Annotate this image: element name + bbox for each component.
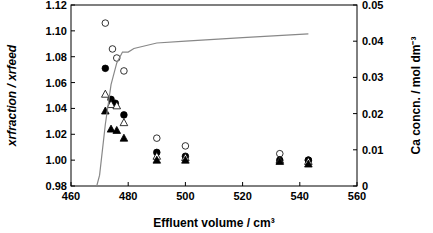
x-tick-label: 480 — [119, 190, 137, 202]
point — [276, 157, 283, 164]
y2-tick — [353, 149, 357, 150]
x-tick — [128, 182, 129, 186]
x-tick-label: 500 — [176, 190, 194, 202]
chart: 4604805005205405600.981.001.021.041.061.… — [0, 0, 433, 233]
point — [120, 134, 128, 141]
y-tick — [71, 82, 75, 83]
ca-line — [97, 34, 309, 186]
y2-tick-label: 0.03 — [362, 71, 383, 83]
point — [305, 160, 313, 167]
y-tick — [71, 30, 75, 31]
point — [182, 156, 190, 163]
point — [109, 46, 116, 53]
point — [120, 119, 128, 126]
point — [113, 102, 121, 109]
x-tick — [357, 182, 358, 186]
y-tick-label: 1.10 — [46, 25, 67, 37]
y2-tick-label: 0.05 — [362, 0, 383, 11]
y2-tick — [353, 113, 357, 114]
y-tick — [71, 160, 75, 161]
point — [153, 156, 161, 163]
point — [154, 135, 161, 142]
y2-tick-label: 0.02 — [362, 108, 383, 120]
plot-area — [97, 20, 312, 186]
y-tick — [71, 108, 75, 109]
y-tick-label: 1.08 — [46, 51, 67, 63]
point — [121, 112, 128, 119]
point — [276, 157, 284, 164]
y2-tick-label: 0 — [362, 180, 368, 192]
frame — [71, 5, 357, 186]
point — [102, 90, 110, 97]
y2-tick — [353, 77, 357, 78]
y-tick-label: 1.00 — [46, 154, 67, 166]
y-tick — [71, 134, 75, 135]
x-tick — [242, 182, 243, 186]
y-tick-label: 1.12 — [46, 0, 67, 11]
point — [182, 143, 189, 150]
y2-tick — [353, 41, 357, 42]
y2-tick — [353, 5, 357, 6]
point — [107, 125, 115, 132]
y-tick — [71, 186, 75, 187]
x-tick-label: 520 — [233, 190, 251, 202]
y-axis-label: xrfraction / xrfeed — [5, 44, 19, 147]
x-tick-label: 540 — [291, 190, 309, 202]
x-tick — [299, 182, 300, 186]
x-tick — [71, 182, 72, 186]
y-tick-label: 1.06 — [46, 77, 67, 89]
point — [102, 65, 109, 72]
y2-tick-label: 0.04 — [362, 35, 384, 47]
x-tick — [185, 182, 186, 186]
y2-tick — [353, 186, 357, 187]
point — [121, 68, 128, 75]
y-tick-label: 0.98 — [46, 180, 67, 192]
y-tick-label: 1.02 — [46, 128, 67, 140]
y-tick — [71, 56, 75, 57]
y-tick-label: 1.04 — [46, 102, 68, 114]
y2-axis-label: Ca concn. / mol dm⁻³ — [409, 36, 423, 154]
point — [113, 126, 121, 133]
y2-tick-label: 0.01 — [362, 144, 383, 156]
y-tick — [71, 5, 75, 6]
point — [102, 20, 109, 27]
x-axis-label: Effluent volume / cm³ — [153, 216, 274, 230]
